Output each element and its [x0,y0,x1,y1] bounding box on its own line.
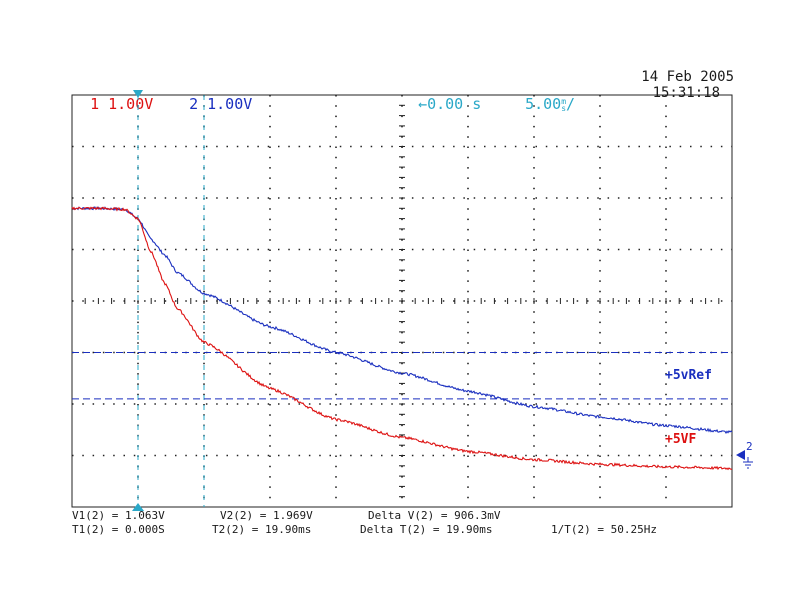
ch2-scale-value: 1.00V [207,95,253,113]
cursor-layer [72,90,732,511]
ch1-label: 1 [90,95,100,113]
time: 15:31:18 [652,85,720,101]
trigger-readout: ←0.00 s [400,77,481,113]
trigger-offset: 0.00 s [427,95,482,113]
meas-delta-v: Delta V(2) = 906.3mV [368,509,501,522]
trigger-marker-bottom-icon [132,503,144,511]
trace--5vref [71,206,733,435]
timebase-value: 5.00 [525,95,562,113]
meas-inv-t: 1/T(2) = 50.25Hz [551,523,657,536]
series-label-5vf: +5VF [665,432,696,447]
ch2-label: 2 [189,95,199,113]
trace--5vf [71,206,733,471]
ground-marker-icon: 2 [736,440,753,469]
graticule-grid [71,94,733,508]
date: 14 Feb 2005 [641,69,734,85]
svg-text:2: 2 [746,440,753,453]
ch1-scale: 1 1.00V [72,77,153,113]
trigger-marker-top-icon [133,90,143,98]
meas-delta-t: Delta T(2) = 19.90ms [360,523,493,536]
ch2-scale: 2 1.00V [171,77,252,113]
timebase-suffix: / [566,95,576,113]
timebase-readout: 5.00m s/ [507,77,575,113]
ch1-scale-value: 1.00V [108,95,154,113]
meas-v2: V2(2) = 1.969V [220,509,313,522]
meas-t1: T1(2) = 0.000S [72,523,165,536]
trace-layer [71,206,733,471]
meas-t2: T2(2) = 19.90ms [212,523,312,536]
series-label-ref: +5vRef [665,368,712,383]
meas-v1: V1(2) = 1.063V [72,509,165,522]
trigger-arrow-icon: ← [418,95,428,113]
timestamp: 14 Feb 2005 15:31:18 [600,69,734,101]
